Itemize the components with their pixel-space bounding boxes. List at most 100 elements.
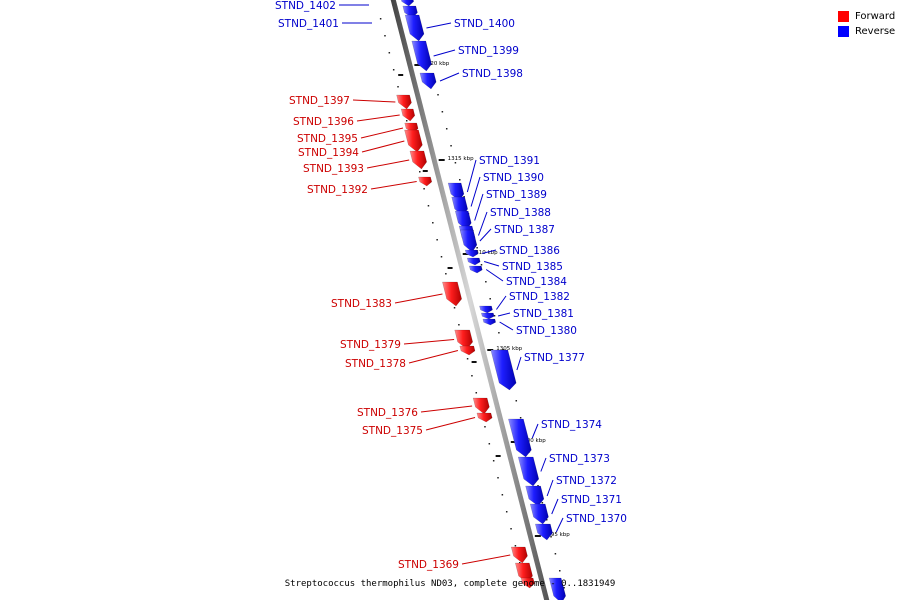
- reverse-gene-label[interactable]: STND_1401: [278, 18, 372, 30]
- label-leader-line: [361, 140, 405, 153]
- forward-gene-label[interactable]: STND_1393: [303, 159, 410, 175]
- reverse-gene-block[interactable]: [480, 312, 495, 320]
- tick-dot: [559, 570, 561, 572]
- tick-dot: [458, 324, 460, 326]
- gene-label: STND_1400: [454, 18, 515, 30]
- label-leader-line: [546, 479, 554, 497]
- reverse-gene-label[interactable]: STND_1382: [496, 291, 570, 310]
- forward-gene-label[interactable]: STND_1378: [345, 350, 459, 371]
- reverse-gene-label[interactable]: STND_1386: [481, 245, 560, 257]
- gene-label: STND_1387: [494, 224, 555, 236]
- reverse-gene-block[interactable]: [411, 40, 432, 72]
- reverse-gene-label[interactable]: STND_1373: [540, 453, 610, 472]
- reverse-gene-block[interactable]: [508, 418, 532, 458]
- reverse-gene-label[interactable]: STND_1384: [485, 269, 567, 289]
- gene-label: STND_1374: [541, 419, 602, 431]
- forward-gene-label[interactable]: STND_1392: [307, 181, 417, 197]
- forward-gene-block[interactable]: [404, 129, 423, 153]
- label-leader-line: [470, 176, 481, 207]
- tick-dot: [441, 111, 444, 113]
- tick-dot: [440, 256, 443, 258]
- reverse-gene-block[interactable]: [490, 349, 517, 391]
- label-leader-line: [516, 356, 522, 371]
- reverse-gene-label[interactable]: STND_1374: [531, 419, 602, 439]
- reverse-gene-label[interactable]: STND_1387: [479, 224, 555, 242]
- forward-gene-block[interactable]: [520, 577, 535, 589]
- reverse-gene-label[interactable]: STND_1380: [499, 321, 577, 337]
- reverse-gene-block[interactable]: [534, 523, 553, 541]
- reverse-gene-block[interactable]: [400, 0, 414, 7]
- reverse-gene-block[interactable]: [482, 318, 496, 326]
- tick-dot: [519, 562, 521, 564]
- forward-gene-label[interactable]: STND_1397: [289, 95, 396, 107]
- label-leader-line: [366, 159, 410, 169]
- forward-gene-block[interactable]: [442, 281, 462, 307]
- reverse-gene-label[interactable]: STND_1402: [275, 0, 369, 12]
- forward-gene-label[interactable]: STND_1376: [357, 405, 473, 419]
- forward-gene-block[interactable]: [396, 94, 412, 110]
- tick-dot: [484, 426, 486, 428]
- forward-gene-block[interactable]: [418, 176, 433, 187]
- forward-gene-label[interactable]: STND_1383: [331, 293, 443, 310]
- reverse-gene-label[interactable]: STND_1400: [426, 18, 515, 30]
- reverse-gene-label[interactable]: STND_1389: [474, 189, 547, 221]
- forward-gene-block[interactable]: [400, 108, 416, 122]
- reverse-gene-block[interactable]: [419, 72, 437, 90]
- scale-label: 1320 kbp: [423, 61, 449, 67]
- tick-dot: [505, 511, 508, 513]
- reverse-gene-block[interactable]: [529, 503, 549, 525]
- reverse-gene-label[interactable]: STND_1371: [551, 494, 622, 515]
- label-leader-line: [497, 312, 511, 317]
- label-leader-line: [439, 72, 460, 82]
- forward-gene-label[interactable]: STND_1369: [398, 554, 511, 571]
- forward-gene-label[interactable]: STND_1375: [362, 417, 476, 438]
- forward-gene-label[interactable]: STND_1394: [298, 140, 405, 159]
- label-leader-line: [484, 261, 500, 267]
- forward-gene-label[interactable]: STND_1379: [340, 339, 455, 351]
- reverse-gene-block[interactable]: [525, 485, 545, 507]
- gene-label: STND_1392: [307, 184, 368, 196]
- reverse-gene-label[interactable]: STND_1370: [555, 513, 627, 533]
- reverse-gene-block[interactable]: [466, 257, 481, 266]
- forward-gene-block[interactable]: [459, 345, 476, 356]
- forward-gene-label[interactable]: STND_1396: [293, 114, 400, 128]
- forward-gene-block[interactable]: [476, 412, 493, 423]
- label-leader-line: [426, 22, 452, 29]
- forward-gene-block[interactable]: [409, 150, 427, 170]
- tick-dot: [563, 587, 565, 589]
- gene-label: STND_1369: [398, 559, 459, 571]
- reverse-gene-block[interactable]: [459, 229, 478, 253]
- reverse-gene-block[interactable]: [517, 456, 540, 487]
- reverse-gene-label[interactable]: STND_1398: [439, 68, 523, 82]
- forward-gene-block[interactable]: [472, 397, 490, 415]
- reverse-gene-block[interactable]: [468, 265, 483, 274]
- scale-tick: [534, 535, 541, 537]
- reverse-gene-block[interactable]: [404, 14, 425, 42]
- label-leader-line: [466, 159, 477, 193]
- reverse-gene-block[interactable]: [479, 305, 493, 314]
- tick-dot: [445, 273, 447, 275]
- reverse-gene-label[interactable]: STND_1391: [466, 155, 540, 193]
- tick-dot: [501, 494, 504, 496]
- reverse-gene-label[interactable]: STND_1388: [478, 207, 551, 236]
- reverse-gene-label[interactable]: STND_1390: [470, 172, 544, 207]
- reverse-gene-label[interactable]: STND_1377: [516, 352, 585, 371]
- reverse-gene-label[interactable]: STND_1381: [497, 308, 574, 320]
- tick-dot: [485, 281, 487, 283]
- gene-label: STND_1395: [297, 133, 358, 145]
- forward-gene-block[interactable]: [454, 329, 473, 350]
- reverse-gene-label[interactable]: STND_1385: [484, 261, 563, 273]
- reverse-gene-label[interactable]: STND_1372: [546, 475, 617, 497]
- reverse-gene-label[interactable]: STND_1399: [433, 45, 519, 57]
- forward-gene-label[interactable]: STND_1395: [297, 127, 404, 145]
- label-leader-line: [555, 517, 564, 533]
- forward-gene-block[interactable]: [510, 546, 528, 564]
- tick-dot: [388, 52, 391, 54]
- gene-label: STND_1383: [331, 298, 392, 310]
- reverse-gene-block[interactable]: [464, 249, 479, 258]
- gene-label: STND_1399: [458, 45, 519, 57]
- gene-label: STND_1389: [486, 189, 547, 201]
- tick-dot: [476, 247, 478, 249]
- label-leader-line: [420, 405, 473, 413]
